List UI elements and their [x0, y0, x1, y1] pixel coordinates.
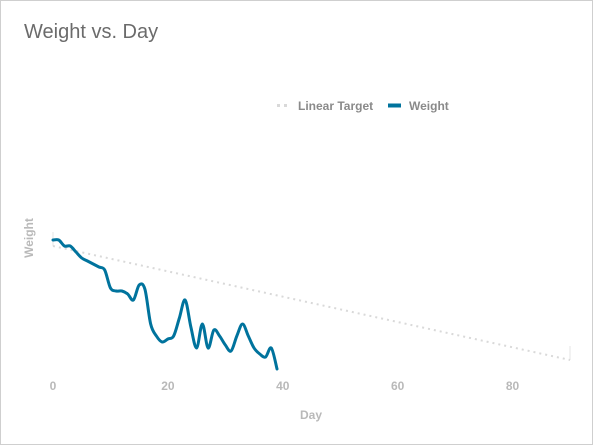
data-point [270, 347, 272, 349]
data-point [173, 335, 175, 337]
data-point [190, 326, 192, 328]
x-tick-label: 80 [506, 379, 520, 393]
data-point [144, 288, 146, 290]
y-axis-label: Weight [22, 218, 36, 258]
data-point [92, 263, 94, 265]
data-point [52, 245, 54, 247]
legend-label-linear-target: Linear Target [298, 99, 373, 113]
data-point [58, 239, 60, 241]
series-group [51, 232, 571, 371]
series-line-weight [51, 238, 279, 371]
data-point [63, 245, 65, 247]
data-point [236, 335, 238, 337]
data-point [213, 329, 215, 331]
data-point [115, 290, 117, 292]
data-point [86, 260, 88, 262]
data-point [569, 359, 571, 361]
data-point [155, 335, 157, 337]
data-point [150, 323, 152, 325]
data-point [161, 341, 163, 343]
data-point [75, 251, 77, 253]
data-point [52, 239, 54, 241]
legend: Linear Target Weight [277, 99, 449, 113]
data-point [121, 290, 123, 292]
data-point [98, 266, 100, 268]
data-point [178, 317, 180, 319]
data-point [230, 350, 232, 352]
data-point [81, 257, 83, 259]
chart-title: Weight vs. Day [24, 21, 159, 43]
data-point [132, 299, 134, 301]
data-point [253, 347, 255, 349]
data-point [276, 368, 278, 370]
data-point [184, 299, 186, 301]
data-point [242, 323, 244, 325]
data-point [127, 293, 129, 295]
data-point [109, 287, 111, 289]
x-axis-label: Day [300, 408, 322, 422]
data-point [138, 284, 140, 286]
x-tick-label: 20 [161, 379, 175, 393]
data-point [259, 353, 261, 355]
data-point [69, 245, 71, 247]
x-tick-label: 0 [50, 379, 57, 393]
x-tick-label: 60 [391, 379, 405, 393]
series-line-linear-target [52, 245, 571, 361]
data-point [224, 344, 226, 346]
data-point [104, 269, 106, 271]
data-point [219, 335, 221, 337]
data-point [207, 347, 209, 349]
data-point [167, 338, 169, 340]
x-axis-ticks: 0 20 40 60 80 [50, 379, 520, 393]
data-point [247, 335, 249, 337]
legend-label-weight: Weight [409, 99, 449, 113]
data-point [265, 356, 267, 358]
data-point [196, 347, 198, 349]
x-tick-label: 40 [276, 379, 290, 393]
data-point [201, 323, 203, 325]
